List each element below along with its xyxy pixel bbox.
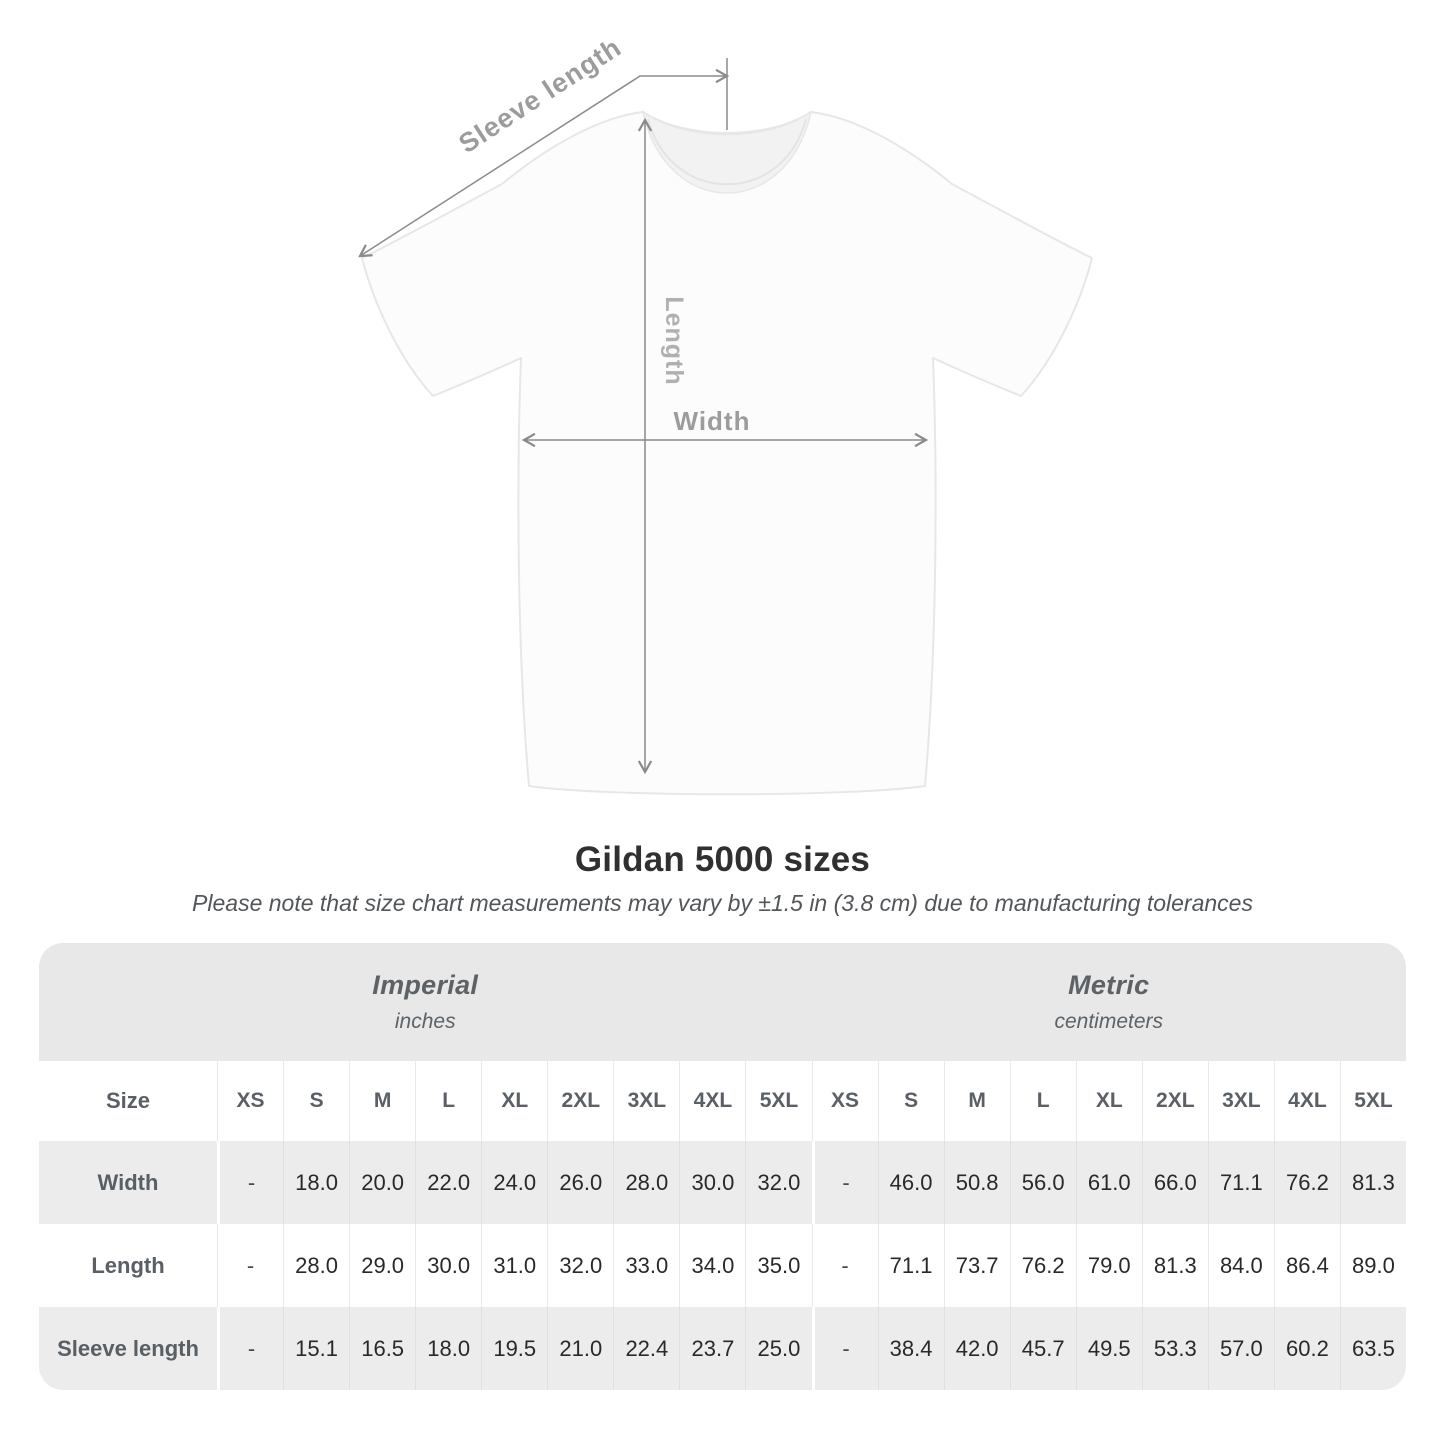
row-label: Sleeve length xyxy=(57,1335,199,1361)
column-header-imperial-m: M xyxy=(349,1061,415,1141)
table-cell: 23.7 xyxy=(679,1307,745,1390)
table-cell: 49.5 xyxy=(1075,1307,1142,1390)
column-header-imperial-l: L xyxy=(415,1061,481,1141)
table-cell: 45.7 xyxy=(1009,1307,1076,1390)
column-header-imperial-2xl: 2XL xyxy=(547,1061,613,1141)
imperial-group-header: Imperial inches xyxy=(39,943,812,1061)
table-cell: 81.3 xyxy=(1339,1141,1406,1224)
size-chart-table: Imperial inches Metric centimeters Size X… xyxy=(39,943,1406,1390)
table-cell: 28.0 xyxy=(613,1141,679,1224)
table-cell: 29.0 xyxy=(349,1224,415,1307)
page-title: Gildan 5000 sizes xyxy=(574,840,871,879)
column-header-metric-l: L xyxy=(1009,1061,1076,1141)
table-cell: 81.3 xyxy=(1141,1224,1208,1307)
table-cell: 35.0 xyxy=(745,1224,811,1307)
column-header-metric-5xl: 5XL xyxy=(1339,1061,1406,1141)
table-cell: 22.4 xyxy=(613,1307,679,1390)
table-cell: 89.0 xyxy=(1339,1224,1406,1307)
column-header-metric-xs: XS xyxy=(811,1061,878,1141)
sleeve-length-arrow xyxy=(358,68,730,258)
table-cell: 61.0 xyxy=(1075,1141,1142,1224)
table-row-width: Width -18.0 20.0 22.0 24.0 26.0 28.0 30.0 32.0-4… xyxy=(39,1141,1406,1224)
column-header-metric-m: M xyxy=(943,1061,1010,1141)
table-cell: 26.0 xyxy=(547,1141,613,1224)
table-cell: 60.2 xyxy=(1273,1307,1340,1390)
column-header-metric-xl: XL xyxy=(1075,1061,1142,1141)
table-cell: 19.5 xyxy=(481,1307,547,1390)
table-cell: 63.5 xyxy=(1339,1307,1406,1390)
column-header-imperial-4xl: 4XL xyxy=(679,1061,745,1141)
table-cell: 25.0 xyxy=(745,1307,811,1390)
table-cell: 30.0 xyxy=(415,1224,481,1307)
table-cell: 42.0 xyxy=(943,1307,1010,1390)
size-header-row: Size XS S M L XL 2XL 3XL 4XL 5XL XS S M L XL 2XL 3XL 4XL 5… xyxy=(39,1061,1406,1141)
row-label: Width xyxy=(97,1169,159,1195)
size-grid: Size XS S M L XL 2XL 3XL 4XL 5XL XS S M L XL 2XL 3XL 4XL 5… xyxy=(39,1061,1406,1390)
table-cell: 16.5 xyxy=(349,1307,415,1390)
column-header-metric-s: S xyxy=(877,1061,944,1141)
table-cell: 86.4 xyxy=(1273,1224,1340,1307)
table-cell: 22.0 xyxy=(415,1141,481,1224)
table-cell: 53.3 xyxy=(1141,1307,1208,1390)
table-cell: 84.0 xyxy=(1207,1224,1274,1307)
table-cell: 32.0 xyxy=(547,1224,613,1307)
column-header-imperial-xs: XS xyxy=(217,1061,283,1141)
tshirt-measurement-diagram: Sleeve length Length Width xyxy=(358,32,1093,796)
table-cell: - xyxy=(217,1141,283,1224)
column-header-metric-3xl: 3XL xyxy=(1207,1061,1274,1141)
table-cell: 30.0 xyxy=(679,1141,745,1224)
size-row-label: Size xyxy=(105,1088,151,1113)
table-cell: 15.1 xyxy=(283,1307,349,1390)
length-label: Length xyxy=(660,296,688,385)
table-cell: 21.0 xyxy=(547,1307,613,1390)
tshirt-illustration: Sleeve length Length Width xyxy=(358,32,1093,796)
table-cell: - xyxy=(811,1307,878,1390)
tolerance-note: Please note that size chart measurements… xyxy=(192,890,1253,916)
table-cell: 46.0 xyxy=(877,1141,944,1224)
imperial-group-name: Imperial xyxy=(372,970,479,1000)
row-label: Length xyxy=(91,1252,165,1278)
table-cell: 76.2 xyxy=(1273,1141,1340,1224)
imperial-group-unit: inches xyxy=(394,1010,456,1033)
table-cell: 57.0 xyxy=(1207,1307,1274,1390)
table-cell: 71.1 xyxy=(877,1224,944,1307)
table-row-length: Length -28.0 29.0 30.0 31.0 32.0 33.0 34.0 35.0-… xyxy=(39,1224,1406,1307)
table-cell: 73.7 xyxy=(943,1224,1010,1307)
metric-group-header: Metric centimeters xyxy=(812,943,1407,1061)
table-cell: - xyxy=(811,1224,878,1307)
column-header-imperial-5xl: 5XL xyxy=(745,1061,811,1141)
table-cell: - xyxy=(217,1224,283,1307)
tshirt-body xyxy=(361,111,1093,796)
table-cell: 18.0 xyxy=(283,1141,349,1224)
metric-group-name: Metric xyxy=(1068,970,1150,1000)
column-header-metric-2xl: 2XL xyxy=(1141,1061,1208,1141)
table-cell: 38.4 xyxy=(877,1307,944,1390)
table-cell: 34.0 xyxy=(679,1224,745,1307)
unit-group-header: Imperial inches Metric centimeters xyxy=(39,943,1406,1061)
metric-group-unit: centimeters xyxy=(1054,1010,1164,1033)
table-cell: 24.0 xyxy=(481,1141,547,1224)
table-cell: - xyxy=(217,1307,283,1390)
table-cell: 32.0 xyxy=(745,1141,811,1224)
table-cell: 18.0 xyxy=(415,1307,481,1390)
column-header-imperial-xl: XL xyxy=(481,1061,547,1141)
table-cell: 31.0 xyxy=(481,1224,547,1307)
table-row-sleeve-length: Sleeve length -15.1 16.5 18.0 19.5 21.0 22.4 23… xyxy=(39,1307,1406,1390)
width-label: Width xyxy=(674,406,751,436)
table-cell: - xyxy=(811,1141,878,1224)
column-header-metric-4xl: 4XL xyxy=(1273,1061,1340,1141)
column-header-imperial-s: S xyxy=(283,1061,349,1141)
table-cell: 71.1 xyxy=(1207,1141,1274,1224)
table-cell: 79.0 xyxy=(1075,1224,1142,1307)
column-header-imperial-3xl: 3XL xyxy=(613,1061,679,1141)
table-cell: 56.0 xyxy=(1009,1141,1076,1224)
table-cell: 50.8 xyxy=(943,1141,1010,1224)
table-cell: 28.0 xyxy=(283,1224,349,1307)
table-cell: 20.0 xyxy=(349,1141,415,1224)
table-cell: 66.0 xyxy=(1141,1141,1208,1224)
table-cell: 76.2 xyxy=(1009,1224,1076,1307)
table-cell: 33.0 xyxy=(613,1224,679,1307)
